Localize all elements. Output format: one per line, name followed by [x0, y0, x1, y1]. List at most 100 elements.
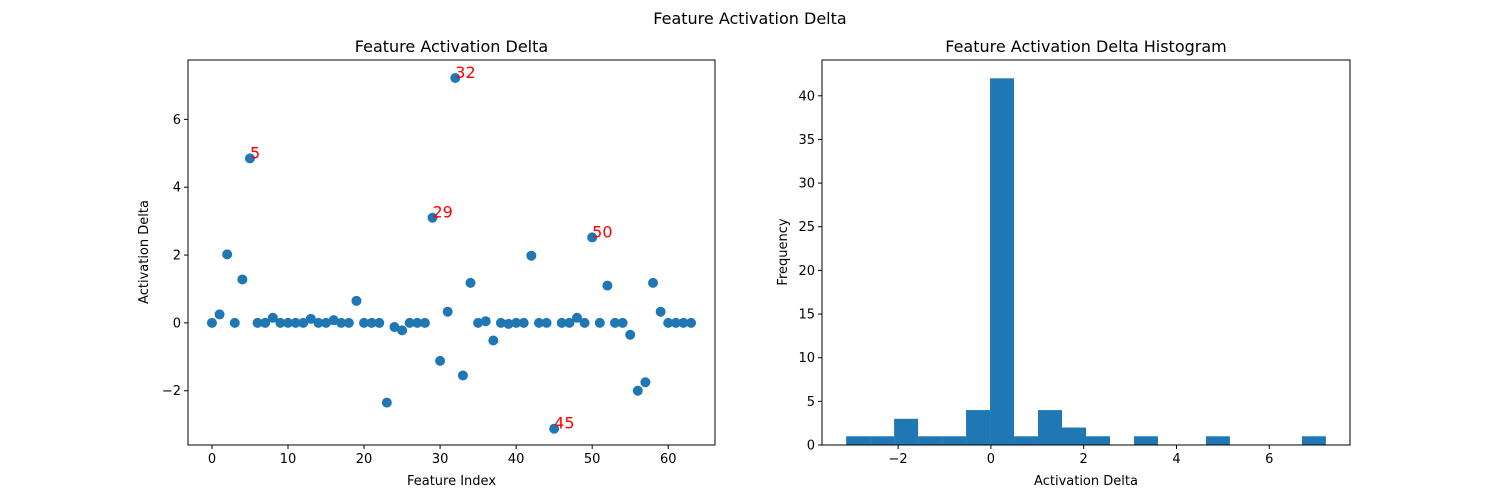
- scatter-point: [206, 317, 217, 328]
- scatter-point: [655, 306, 666, 317]
- scatter-point: [579, 317, 590, 328]
- scatter-point: [419, 317, 430, 328]
- scatter-point: [427, 212, 438, 223]
- scatter-point: [359, 317, 370, 328]
- histogram-title: Feature Activation Delta Histogram: [945, 37, 1227, 56]
- scatter-point: [214, 309, 225, 320]
- scatter-point: [442, 306, 453, 317]
- histogram-bar: [1205, 436, 1230, 445]
- scatter-point: [587, 232, 598, 243]
- scatter-point: [244, 153, 255, 164]
- scatter-point: [374, 317, 385, 328]
- histogram-bar: [1301, 436, 1326, 445]
- scatter-axes-frame: [187, 59, 716, 446]
- scatter-ytick-label: 4: [173, 181, 181, 196]
- scatter-point: [252, 317, 263, 328]
- scatter-point: [678, 317, 689, 328]
- histogram-ytick-label: 10: [798, 351, 815, 366]
- scatter-point: [526, 250, 537, 261]
- histogram-bar: [942, 436, 967, 445]
- histogram-xtick-label: 4: [1172, 452, 1180, 467]
- histogram-bar: [1038, 410, 1063, 445]
- histogram-bar: [1086, 436, 1110, 445]
- scatter-point: [686, 317, 697, 328]
- scatter-point: [435, 355, 446, 366]
- histogram-ytick-label: 15: [798, 308, 815, 323]
- histogram-xtick-label: 0: [987, 452, 995, 467]
- scatter-point: [625, 329, 636, 340]
- scatter-point: [283, 317, 294, 328]
- scatter-point: [609, 317, 620, 328]
- scatter-ytick-label: 6: [173, 113, 181, 128]
- scatter-point: [222, 249, 233, 260]
- scatter-point: [549, 423, 560, 434]
- scatter-xtick-label: 10: [280, 452, 297, 467]
- histogram-xtick-label: 6: [1265, 452, 1273, 467]
- histogram-bar: [894, 418, 919, 445]
- scatter-point: [404, 317, 415, 328]
- histogram-ticks: −2 0 2 4 6 0 5 10 15 20 25 30 35 40: [798, 89, 1273, 467]
- scatter-point: [541, 317, 552, 328]
- histogram-bar: [1133, 436, 1158, 445]
- histogram-bar: [918, 436, 943, 445]
- scatter-ytick-label: 2: [173, 249, 181, 264]
- histogram-panel: Feature Activation Delta Histogram Activ…: [776, 37, 1351, 489]
- scatter-point: [343, 317, 354, 328]
- scatter-xtick-label: 60: [660, 452, 677, 467]
- histogram-ytick-label: 25: [798, 220, 815, 235]
- scatter-xtick-label: 50: [584, 452, 601, 467]
- histogram-ytick-label: 0: [807, 439, 815, 454]
- scatter-points: [206, 72, 697, 434]
- histogram-ylabel: Frequency: [776, 218, 791, 285]
- scatter-annotation-label: 29: [432, 203, 452, 222]
- scatter-point: [465, 277, 476, 288]
- scatter-point: [663, 317, 674, 328]
- scatter-point: [389, 321, 400, 332]
- histogram-bar: [990, 78, 1015, 445]
- scatter-point: [267, 312, 278, 323]
- scatter-xtick-label: 40: [508, 452, 525, 467]
- scatter-point: [366, 317, 377, 328]
- scatter-point: [518, 317, 529, 328]
- scatter-point: [260, 317, 271, 328]
- scatter-point: [533, 317, 544, 328]
- scatter-point: [298, 317, 309, 328]
- histogram-xtick-label: −2: [889, 452, 908, 467]
- scatter-xtick-label: 30: [432, 452, 449, 467]
- scatter-point: [495, 317, 506, 328]
- scatter-annotations: 5 29 32 45 50: [250, 63, 613, 433]
- scatter-ticks: 0 10 20 30 40 50 60 −2 0 2 4 6: [162, 113, 677, 467]
- scatter-point: [511, 317, 522, 328]
- scatter-point: [229, 317, 240, 328]
- scatter-point: [564, 317, 575, 328]
- scatter-point: [602, 280, 613, 291]
- scatter-point: [457, 370, 468, 381]
- scatter-ylabel: Activation Delta: [137, 200, 152, 304]
- scatter-point: [237, 274, 248, 285]
- histogram-bars: [846, 78, 1326, 445]
- scatter-point: [503, 318, 514, 329]
- scatter-xtick-label: 0: [208, 452, 216, 467]
- scatter-point: [594, 317, 605, 328]
- scatter-point: [412, 317, 423, 328]
- scatter-ytick-label: −2: [162, 384, 181, 399]
- scatter-point: [313, 317, 324, 328]
- scatter-annotation-label: 5: [250, 143, 260, 162]
- scatter-panel: Feature Activation Delta Feature Index A…: [137, 37, 716, 489]
- scatter-point: [397, 325, 408, 336]
- histogram-xlabel: Activation Delta: [1034, 474, 1138, 489]
- histogram-bar: [846, 436, 871, 445]
- scatter-annotation-label: 45: [554, 414, 574, 433]
- scatter-point: [617, 317, 628, 328]
- scatter-point: [275, 317, 286, 328]
- scatter-point: [473, 317, 484, 328]
- scatter-annotation-label: 32: [455, 63, 475, 82]
- scatter-point: [480, 316, 491, 327]
- scatter-xtick-label: 20: [356, 452, 373, 467]
- histogram-ytick-label: 40: [798, 89, 815, 104]
- scatter-title: Feature Activation Delta: [355, 37, 548, 56]
- scatter-point: [670, 317, 681, 328]
- scatter-point: [488, 335, 499, 346]
- scatter-ytick-label: 0: [173, 316, 181, 331]
